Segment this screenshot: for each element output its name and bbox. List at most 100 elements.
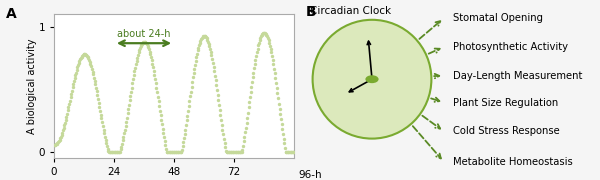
- Point: [183, 109, 193, 112]
- Point: [208, 58, 217, 60]
- Point: [254, 41, 264, 44]
- Point: [188, 76, 198, 79]
- Point: [53, 141, 63, 144]
- Point: [59, 126, 68, 129]
- Point: [95, 105, 104, 108]
- Point: [111, 151, 121, 154]
- Point: [172, 151, 181, 154]
- Point: [136, 45, 145, 48]
- Point: [212, 89, 222, 91]
- Point: [199, 34, 209, 37]
- Text: B: B: [306, 5, 317, 19]
- Point: [71, 74, 80, 77]
- Point: [94, 101, 103, 104]
- Point: [210, 74, 220, 77]
- Point: [253, 44, 263, 47]
- Point: [153, 95, 163, 98]
- Point: [279, 137, 289, 140]
- Point: [165, 151, 175, 154]
- Point: [92, 90, 101, 93]
- Text: Metabolite Homeostasis: Metabolite Homeostasis: [453, 157, 573, 167]
- Point: [115, 151, 124, 154]
- Point: [162, 151, 172, 154]
- Point: [196, 37, 206, 40]
- Point: [195, 41, 205, 44]
- Point: [235, 151, 244, 154]
- Point: [271, 82, 281, 84]
- Point: [143, 46, 153, 49]
- Point: [109, 151, 118, 154]
- Point: [185, 95, 195, 98]
- Point: [163, 151, 173, 154]
- Point: [262, 33, 271, 36]
- Point: [221, 150, 231, 152]
- Point: [112, 151, 121, 154]
- Point: [120, 128, 130, 131]
- Point: [200, 35, 210, 38]
- Point: [116, 145, 126, 148]
- Point: [157, 123, 167, 126]
- Point: [280, 146, 290, 149]
- Point: [105, 151, 115, 154]
- Point: [203, 40, 213, 43]
- Point: [159, 136, 169, 139]
- Point: [181, 124, 191, 127]
- Point: [137, 43, 146, 46]
- Point: [77, 54, 87, 57]
- Point: [189, 72, 199, 75]
- Text: Plant Size Regulation: Plant Size Regulation: [453, 98, 558, 108]
- Point: [233, 151, 243, 154]
- Point: [226, 151, 236, 154]
- Point: [95, 109, 105, 112]
- Point: [267, 55, 277, 58]
- Point: [107, 151, 116, 154]
- Point: [251, 54, 261, 57]
- Point: [133, 57, 142, 59]
- Point: [197, 36, 206, 39]
- FancyArrowPatch shape: [413, 126, 441, 158]
- Point: [80, 53, 90, 56]
- Point: [255, 39, 265, 42]
- Point: [118, 139, 128, 142]
- Point: [217, 118, 226, 121]
- Point: [275, 107, 284, 110]
- Point: [103, 147, 112, 150]
- Point: [215, 113, 225, 116]
- Point: [242, 116, 252, 119]
- Point: [238, 144, 248, 147]
- Point: [146, 56, 156, 59]
- Point: [167, 151, 176, 154]
- Point: [60, 121, 70, 124]
- Point: [122, 116, 131, 119]
- Point: [278, 128, 287, 131]
- Point: [274, 97, 283, 100]
- Point: [166, 151, 175, 154]
- Point: [287, 151, 297, 154]
- Point: [128, 78, 138, 81]
- Point: [64, 102, 74, 105]
- Point: [202, 37, 211, 40]
- Point: [186, 90, 196, 93]
- Point: [265, 42, 274, 44]
- Point: [213, 93, 223, 96]
- Point: [265, 44, 275, 47]
- Point: [91, 86, 101, 89]
- Point: [63, 109, 73, 112]
- Point: [278, 133, 288, 136]
- Point: [88, 70, 97, 73]
- FancyArrowPatch shape: [422, 116, 440, 129]
- FancyArrowPatch shape: [428, 49, 440, 54]
- Point: [176, 151, 185, 154]
- Point: [187, 81, 197, 84]
- Point: [100, 132, 109, 135]
- Point: [223, 151, 233, 154]
- Point: [268, 59, 277, 62]
- Point: [264, 39, 274, 42]
- Point: [161, 144, 170, 147]
- Point: [151, 82, 161, 85]
- Point: [125, 95, 135, 98]
- Point: [86, 65, 96, 68]
- Point: [160, 140, 170, 143]
- Point: [154, 100, 163, 103]
- Point: [140, 41, 149, 44]
